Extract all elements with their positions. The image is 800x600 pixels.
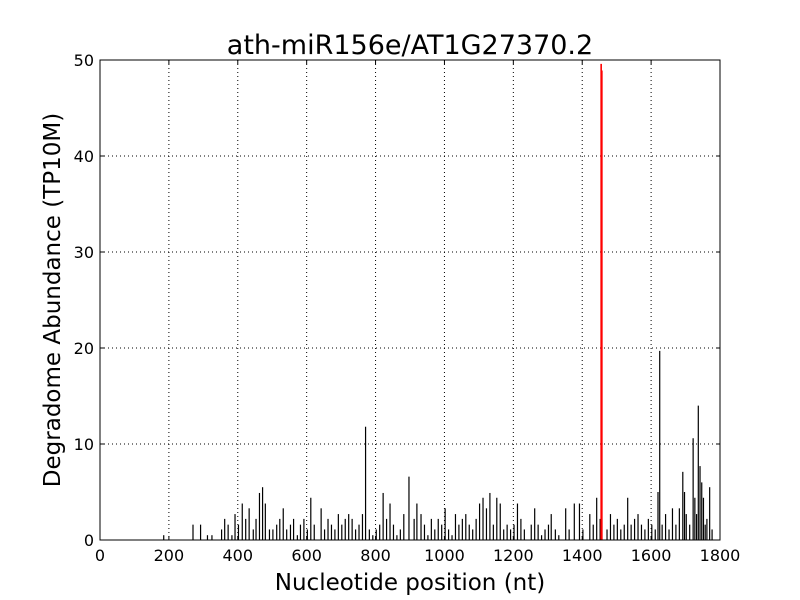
y-axis-title: Degradome Abundance (TP10M)	[40, 113, 66, 487]
y-tick-label: 40	[74, 147, 94, 166]
y-tick-label: 50	[74, 51, 94, 70]
bar-layer	[163, 350, 713, 540]
y-axis: 0 10 20 30 40 50	[74, 51, 720, 550]
x-axis: 0 200 400 600 800 1000 1200 1400 1600 1800	[95, 60, 740, 565]
x-tick-label: 1800	[700, 546, 741, 565]
x-tick-label: 0	[95, 546, 105, 565]
x-tick-label: 1400	[562, 546, 603, 565]
y-tick-label: 0	[84, 531, 94, 550]
y-tick-label: 30	[74, 243, 94, 262]
y-tick-label: 10	[74, 435, 94, 454]
x-tick-label: 400	[223, 546, 254, 565]
y-tick-label: 20	[74, 339, 94, 358]
plot-frame	[99, 59, 721, 541]
x-tick-label: 1000	[424, 546, 465, 565]
x-tick-label: 200	[154, 546, 185, 565]
x-tick-label: 1600	[631, 546, 672, 565]
x-tick-label: 1200	[493, 546, 534, 565]
grid-layer	[100, 60, 720, 540]
x-axis-title: Nucleotide position (nt)	[275, 570, 545, 596]
chart-title: ath-miR156e/AT1G27370.2	[227, 30, 593, 61]
target-layer	[600, 63, 603, 540]
x-tick-label: 800	[360, 546, 391, 565]
x-tick-label: 600	[291, 546, 322, 565]
